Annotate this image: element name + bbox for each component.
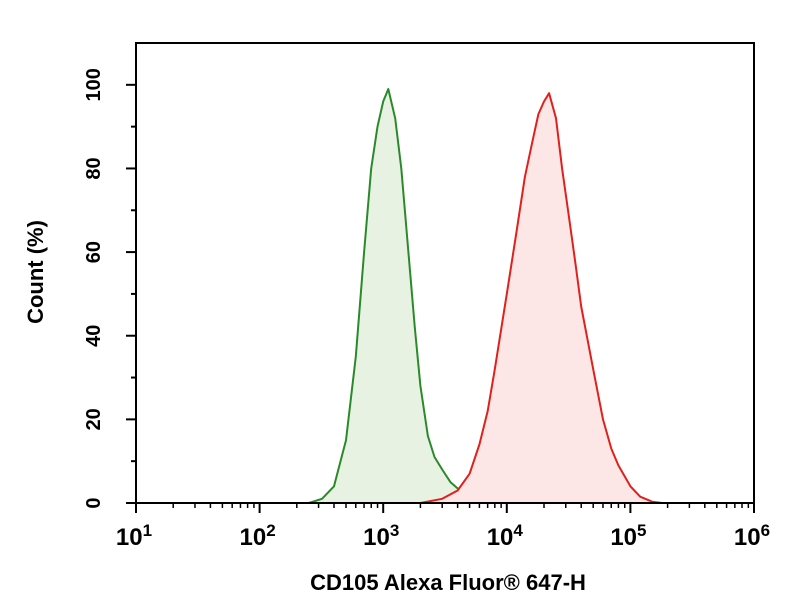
y-tick-label: 100 bbox=[83, 68, 105, 101]
x-tick-label: 102 bbox=[240, 521, 276, 551]
y-tick-label: 60 bbox=[83, 241, 105, 263]
y-axis: 0 20 40 60 80 100 bbox=[83, 68, 136, 509]
y-tick-label: 20 bbox=[83, 408, 105, 430]
y-tick-label: 40 bbox=[83, 325, 105, 347]
series-1-area bbox=[308, 89, 521, 503]
x-axis-title: CD105 Alexa Fluor® 647-H bbox=[310, 570, 586, 595]
series-2-line bbox=[420, 92, 663, 504]
series-2-area bbox=[420, 93, 662, 503]
x-tick-label: 101 bbox=[116, 521, 152, 551]
x-axis: 101 102 103 104 105 106 bbox=[116, 503, 770, 551]
plot-frame bbox=[135, 42, 755, 504]
x-tick-label: 105 bbox=[610, 521, 646, 551]
y-tick-label: 80 bbox=[83, 157, 105, 179]
x-tick-label: 104 bbox=[487, 521, 524, 551]
y-tick-label: 0 bbox=[83, 497, 105, 508]
x-tick-label: 106 bbox=[734, 521, 770, 551]
y-axis-title: Count (%) bbox=[23, 220, 48, 324]
x-tick-label: 103 bbox=[363, 521, 399, 551]
series-layer bbox=[308, 88, 663, 504]
